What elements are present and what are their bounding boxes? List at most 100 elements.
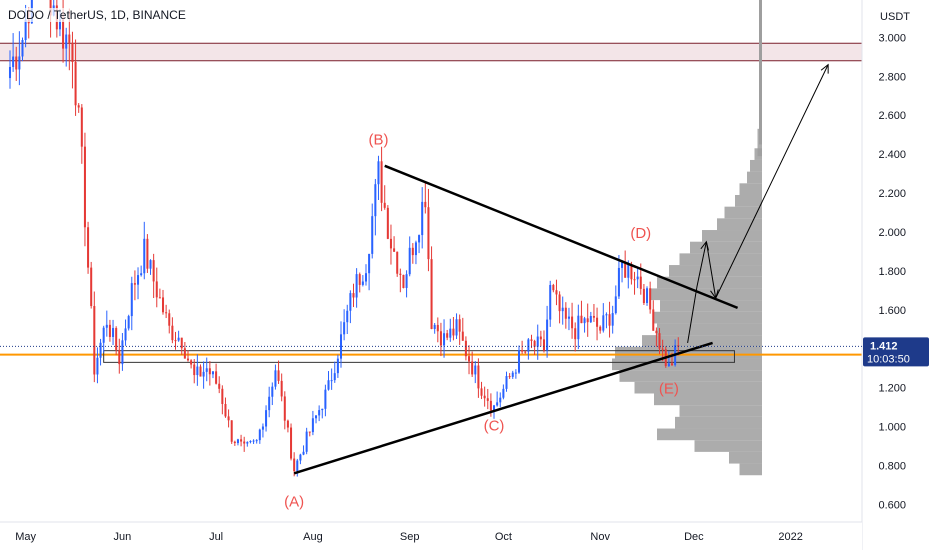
candle-body <box>452 328 455 336</box>
candle-body <box>218 383 221 389</box>
candle-body <box>171 325 174 341</box>
candle <box>439 322 442 357</box>
candle <box>502 384 505 400</box>
candle-body <box>186 358 190 361</box>
candle-body <box>265 410 268 427</box>
candle <box>261 423 264 438</box>
candle <box>408 236 411 277</box>
candle-body <box>555 290 558 295</box>
candle <box>90 261 93 309</box>
candle-body <box>80 107 83 147</box>
last-price-countdown: 10:03:50 <box>867 353 910 365</box>
candle-body <box>455 319 458 336</box>
candle <box>658 328 661 355</box>
candle <box>483 386 486 407</box>
time-tick-label: Aug <box>303 531 323 543</box>
candle <box>374 178 377 236</box>
price-tick-label: 1.800 <box>878 266 906 278</box>
candle-body <box>349 293 352 311</box>
volume-profile-bar <box>657 276 762 289</box>
candle-body <box>667 363 670 366</box>
candle <box>196 354 199 386</box>
candle-body <box>99 342 102 358</box>
candle <box>646 286 649 306</box>
candle-body <box>346 310 349 323</box>
candle <box>393 236 396 252</box>
candle-body <box>602 315 605 331</box>
candle <box>633 271 636 295</box>
candle <box>87 221 90 274</box>
candle <box>411 243 414 264</box>
candle <box>458 314 461 345</box>
candle-body <box>180 337 183 349</box>
candle-body <box>336 358 339 374</box>
candle <box>105 310 108 337</box>
candle-body <box>315 415 318 419</box>
price-tick-label: 2.600 <box>878 110 906 122</box>
candle-body <box>280 380 283 397</box>
candle <box>190 359 193 369</box>
time-tick-label: Jul <box>209 531 223 543</box>
candle-body <box>393 248 396 252</box>
candle <box>449 318 452 342</box>
time-tick-label: Oct <box>495 531 512 543</box>
volume-profile-bar <box>654 311 762 324</box>
candle-body <box>368 253 371 274</box>
candle <box>339 321 343 368</box>
candle-body <box>246 442 249 444</box>
candle-body <box>177 337 180 341</box>
projection-path[interactable] <box>687 63 829 343</box>
candle-body <box>308 431 311 433</box>
trendlines[interactable] <box>293 164 739 475</box>
candle <box>258 428 261 444</box>
candle <box>480 381 483 400</box>
candle-body <box>546 319 549 351</box>
time-axis[interactable]: May Jun Jul Aug Sep Oct Nov Dec 2022 <box>0 521 862 550</box>
volume-profile <box>612 0 762 476</box>
volume-profile-bar <box>657 323 762 336</box>
candle <box>246 441 249 447</box>
price-tick-label: 2.400 <box>878 149 906 161</box>
candle-body <box>402 274 405 288</box>
candle-body <box>261 426 264 430</box>
candle <box>283 391 286 430</box>
currency-label: USDT <box>880 11 910 23</box>
candle-body <box>443 333 446 346</box>
candle-body <box>414 242 417 256</box>
volume-profile-bar <box>739 463 762 476</box>
candle <box>468 345 471 375</box>
volume-profile-bar <box>735 194 762 207</box>
candle-body <box>577 315 580 340</box>
candle-body <box>236 439 239 444</box>
candle-body <box>255 440 258 442</box>
volume-profile-upper-bar <box>759 0 762 145</box>
candle-body <box>564 307 567 319</box>
candle-body <box>608 314 611 326</box>
candle-body <box>321 408 324 411</box>
trendline[interactable] <box>293 341 713 475</box>
price-tick-label: 1.600 <box>878 305 906 317</box>
time-tick-label: Dec <box>684 531 704 543</box>
price-axis[interactable]: 0.6000.8001.0001.2001.4001.6001.8002.000… <box>861 0 932 550</box>
candle-body <box>318 410 321 416</box>
candle <box>418 234 421 254</box>
candle <box>80 104 83 164</box>
candle <box>71 31 74 89</box>
candle <box>305 427 308 455</box>
candle <box>96 347 99 384</box>
time-tick-label: Nov <box>590 531 610 543</box>
candle-body <box>137 275 140 285</box>
candle-body <box>268 396 271 411</box>
time-tick-label: Jun <box>114 531 132 543</box>
candle <box>205 357 208 382</box>
candle <box>280 373 283 402</box>
candle-body <box>140 273 143 276</box>
candle-body <box>243 441 246 444</box>
trendline[interactable] <box>384 164 739 310</box>
candle-body <box>193 364 196 376</box>
candle-body <box>633 279 636 281</box>
candle-body <box>658 333 661 349</box>
candle-body <box>642 288 645 304</box>
